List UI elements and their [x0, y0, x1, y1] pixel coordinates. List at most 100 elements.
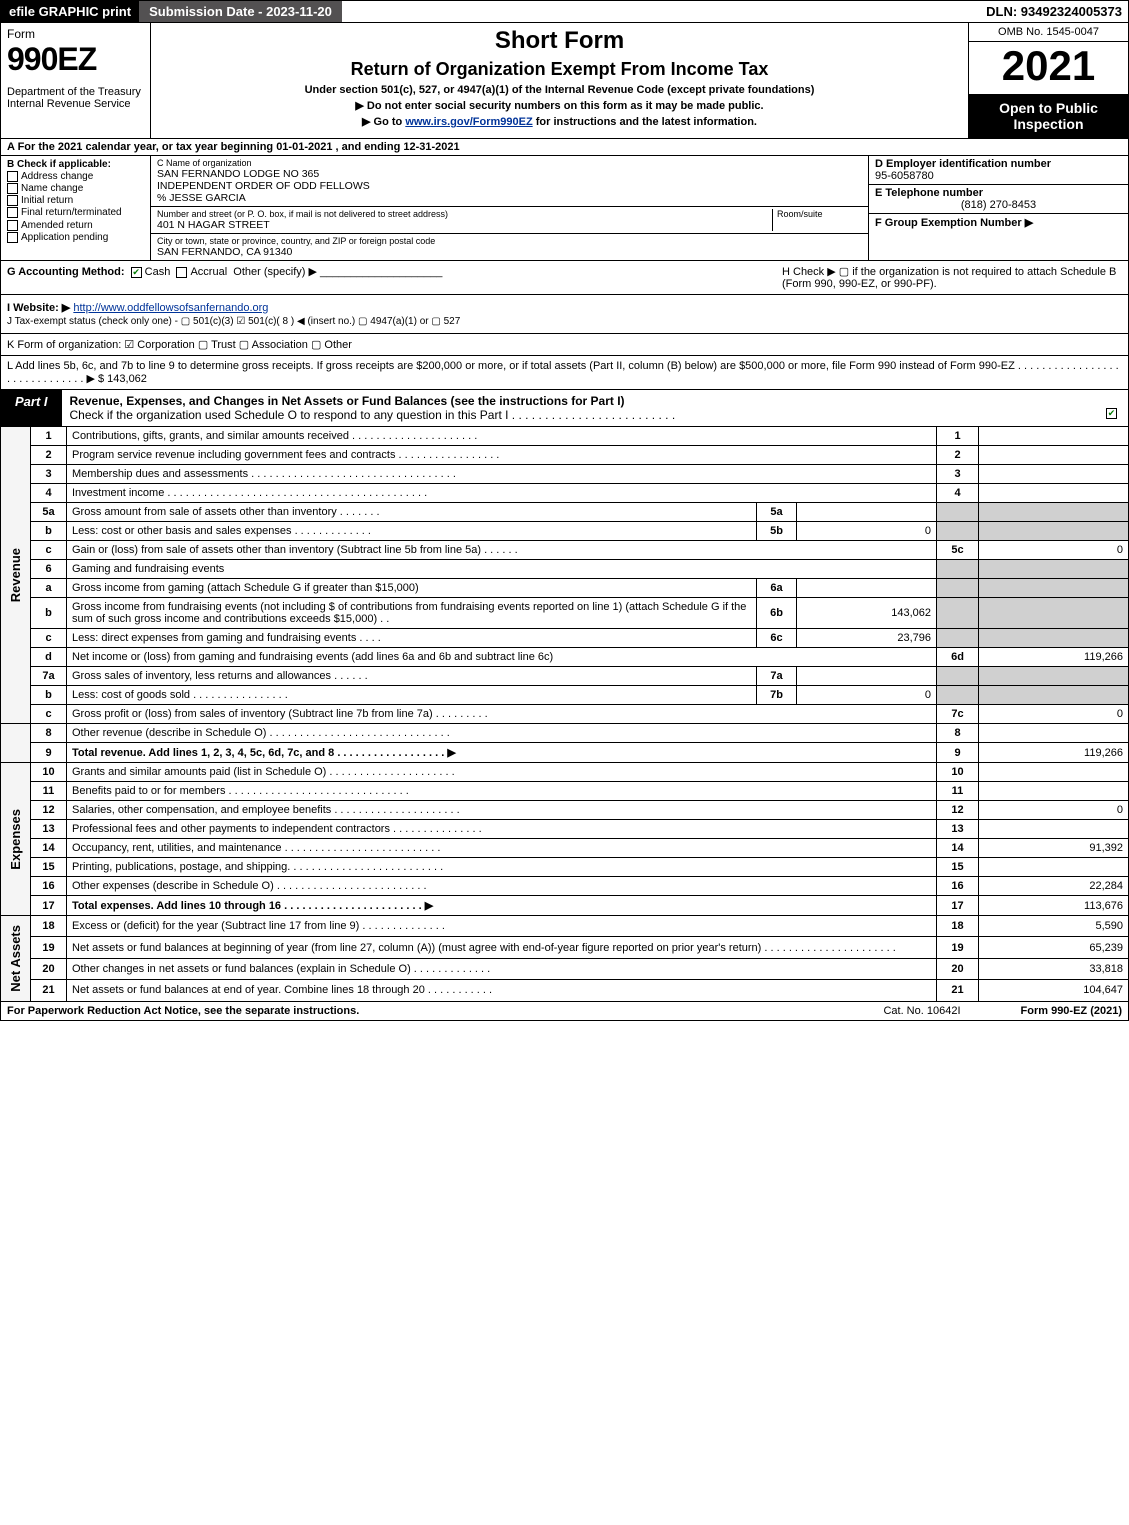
group-exemption-lbl: F Group Exemption Number ▶	[875, 216, 1122, 229]
l-text: L Add lines 5b, 6c, and 7b to line 9 to …	[7, 360, 1119, 385]
part1-checkbox[interactable]	[1106, 408, 1117, 419]
city-lbl: City or town, state or province, country…	[157, 236, 862, 246]
chk-name-change[interactable]: Name change	[7, 183, 144, 194]
efile-label[interactable]: efile GRAPHIC print	[1, 1, 139, 22]
line-21: 21Net assets or fund balances at end of …	[1, 980, 1129, 1001]
street-lbl: Number and street (or P. O. box, if mail…	[157, 209, 772, 219]
footer-cat: Cat. No. 10642I	[883, 1005, 960, 1017]
form-number: 990EZ	[7, 41, 144, 78]
line-2: 2Program service revenue including gover…	[1, 446, 1129, 465]
g-lbl: G Accounting Method:	[7, 266, 125, 278]
line-6: 6Gaming and fundraising events	[1, 560, 1129, 579]
footer-right: Form 990-EZ (2021)	[1021, 1005, 1122, 1017]
subtitle-1: Under section 501(c), 527, or 4947(a)(1)…	[157, 84, 962, 96]
subtitle-3: ▶ Go to www.irs.gov/Form990EZ for instru…	[157, 115, 962, 128]
chk-initial-return[interactable]: Initial return	[7, 195, 144, 206]
part1-table: Revenue 1Contributions, gifts, grants, a…	[0, 427, 1129, 1002]
city: SAN FERNANDO, CA 91340	[157, 246, 862, 258]
irs-label: Internal Revenue Service	[7, 98, 144, 110]
entity-info-row: B Check if applicable: Address change Na…	[0, 156, 1129, 261]
section-j: J Tax-exempt status (check only one) - ▢…	[7, 316, 1122, 327]
side-revenue: Revenue	[6, 542, 25, 608]
line-5b: bLess: cost or other basis and sales exp…	[1, 522, 1129, 541]
form-word: Form	[7, 27, 144, 41]
dept-treasury: Department of the Treasury	[7, 86, 144, 98]
header-left: Form 990EZ Department of the Treasury In…	[1, 23, 151, 138]
ein: 95-6058780	[875, 170, 1122, 182]
website-link[interactable]: http://www.oddfellowsofsanfernando.org	[73, 302, 268, 314]
telephone: (818) 270-8453	[875, 199, 1122, 211]
section-c: C Name of organization SAN FERNANDO LODG…	[151, 156, 868, 260]
section-k: K Form of organization: ☑ Corporation ▢ …	[0, 334, 1129, 356]
line-5c: cGain or (loss) from sale of assets othe…	[1, 541, 1129, 560]
page-footer: For Paperwork Reduction Act Notice, see …	[0, 1002, 1129, 1021]
section-def: D Employer identification number 95-6058…	[868, 156, 1128, 260]
side-expenses: Expenses	[6, 803, 25, 876]
b-label: B Check if applicable:	[7, 159, 144, 170]
chk-final-return[interactable]: Final return/terminated	[7, 207, 144, 218]
line-17: 17Total expenses. Add lines 10 through 1…	[1, 896, 1129, 916]
section-a: A For the 2021 calendar year, or tax yea…	[0, 139, 1129, 156]
section-gh: G Accounting Method: Cash Accrual Other …	[0, 261, 1129, 295]
line-3: 3Membership dues and assessments . . . .…	[1, 465, 1129, 484]
line-13: 13Professional fees and other payments t…	[1, 820, 1129, 839]
open-to-public: Open to Public Inspection	[969, 94, 1128, 138]
chk-pending[interactable]: Application pending	[7, 232, 144, 243]
care-of: % JESSE GARCIA	[157, 192, 862, 204]
line-15: 15Printing, publications, postage, and s…	[1, 858, 1129, 877]
subtitle-2: ▶ Do not enter social security numbers o…	[157, 99, 962, 112]
line-6a: aGross income from gaming (attach Schedu…	[1, 579, 1129, 598]
line-6d: dNet income or (loss) from gaming and fu…	[1, 648, 1129, 667]
tel-lbl: E Telephone number	[875, 187, 1122, 199]
irs-link[interactable]: www.irs.gov/Form990EZ	[405, 116, 532, 128]
section-h: H Check ▶ ▢ if the organization is not r…	[782, 265, 1122, 290]
c-name-lbl: C Name of organization	[157, 158, 862, 168]
chk-amended[interactable]: Amended return	[7, 220, 144, 231]
room-lbl: Room/suite	[777, 209, 862, 219]
line-9: 9Total revenue. Add lines 1, 2, 3, 4, 5c…	[1, 743, 1129, 763]
line-12: 12Salaries, other compensation, and empl…	[1, 801, 1129, 820]
section-l: L Add lines 5b, 6c, and 7b to line 9 to …	[0, 356, 1129, 390]
line-10: Expenses 10Grants and similar amounts pa…	[1, 763, 1129, 782]
part1-title: Revenue, Expenses, and Changes in Net As…	[62, 390, 1128, 426]
line-7a: 7aGross sales of inventory, less returns…	[1, 667, 1129, 686]
part1-tab: Part I	[1, 390, 62, 426]
line-16: 16Other expenses (describe in Schedule O…	[1, 877, 1129, 896]
line-1: Revenue 1Contributions, gifts, grants, a…	[1, 427, 1129, 446]
chk-cash[interactable]	[131, 267, 142, 278]
part1-check-text: Check if the organization used Schedule …	[70, 408, 676, 422]
title-short-form: Short Form	[157, 27, 962, 55]
line-18: Net Assets 18Excess or (deficit) for the…	[1, 916, 1129, 937]
omb-number: OMB No. 1545-0047	[969, 23, 1128, 42]
form-header: Form 990EZ Department of the Treasury In…	[0, 23, 1129, 139]
ein-lbl: D Employer identification number	[875, 158, 1122, 170]
part1-title-text: Revenue, Expenses, and Changes in Net As…	[70, 394, 625, 408]
line-19: 19Net assets or fund balances at beginni…	[1, 937, 1129, 958]
section-g: G Accounting Method: Cash Accrual Other …	[7, 265, 782, 290]
street: 401 N HAGAR STREET	[157, 219, 772, 231]
chk-accrual[interactable]	[176, 267, 187, 278]
i-lbl: I Website: ▶	[7, 302, 70, 314]
title-return: Return of Organization Exempt From Incom…	[157, 59, 962, 80]
dln: DLN: 93492324005373	[980, 1, 1128, 22]
side-net-assets: Net Assets	[6, 919, 25, 998]
line-20: 20Other changes in net assets or fund ba…	[1, 958, 1129, 979]
line-6b: bGross income from fundraising events (n…	[1, 598, 1129, 629]
org-name-2: INDEPENDENT ORDER OF ODD FELLOWS	[157, 180, 862, 192]
line-6c: cLess: direct expenses from gaming and f…	[1, 629, 1129, 648]
part1-header: Part I Revenue, Expenses, and Changes in…	[0, 390, 1129, 427]
sub3-pre: ▶ Go to	[362, 116, 405, 128]
line-11: 11Benefits paid to or for members . . . …	[1, 782, 1129, 801]
chk-address-change[interactable]: Address change	[7, 171, 144, 182]
footer-left: For Paperwork Reduction Act Notice, see …	[7, 1005, 359, 1017]
org-name-1: SAN FERNANDO LODGE NO 365	[157, 168, 862, 180]
line-4: 4Investment income . . . . . . . . . . .…	[1, 484, 1129, 503]
line-5a: 5aGross amount from sale of assets other…	[1, 503, 1129, 522]
header-right: OMB No. 1545-0047 2021 Open to Public In…	[968, 23, 1128, 138]
line-7c: cGross profit or (loss) from sales of in…	[1, 705, 1129, 724]
top-bar: efile GRAPHIC print Submission Date - 20…	[0, 0, 1129, 23]
line-8: 8Other revenue (describe in Schedule O) …	[1, 724, 1129, 743]
other-specify: Other (specify) ▶	[233, 266, 317, 278]
submission-date: Submission Date - 2023-11-20	[139, 1, 342, 22]
line-14: 14Occupancy, rent, utilities, and mainte…	[1, 839, 1129, 858]
